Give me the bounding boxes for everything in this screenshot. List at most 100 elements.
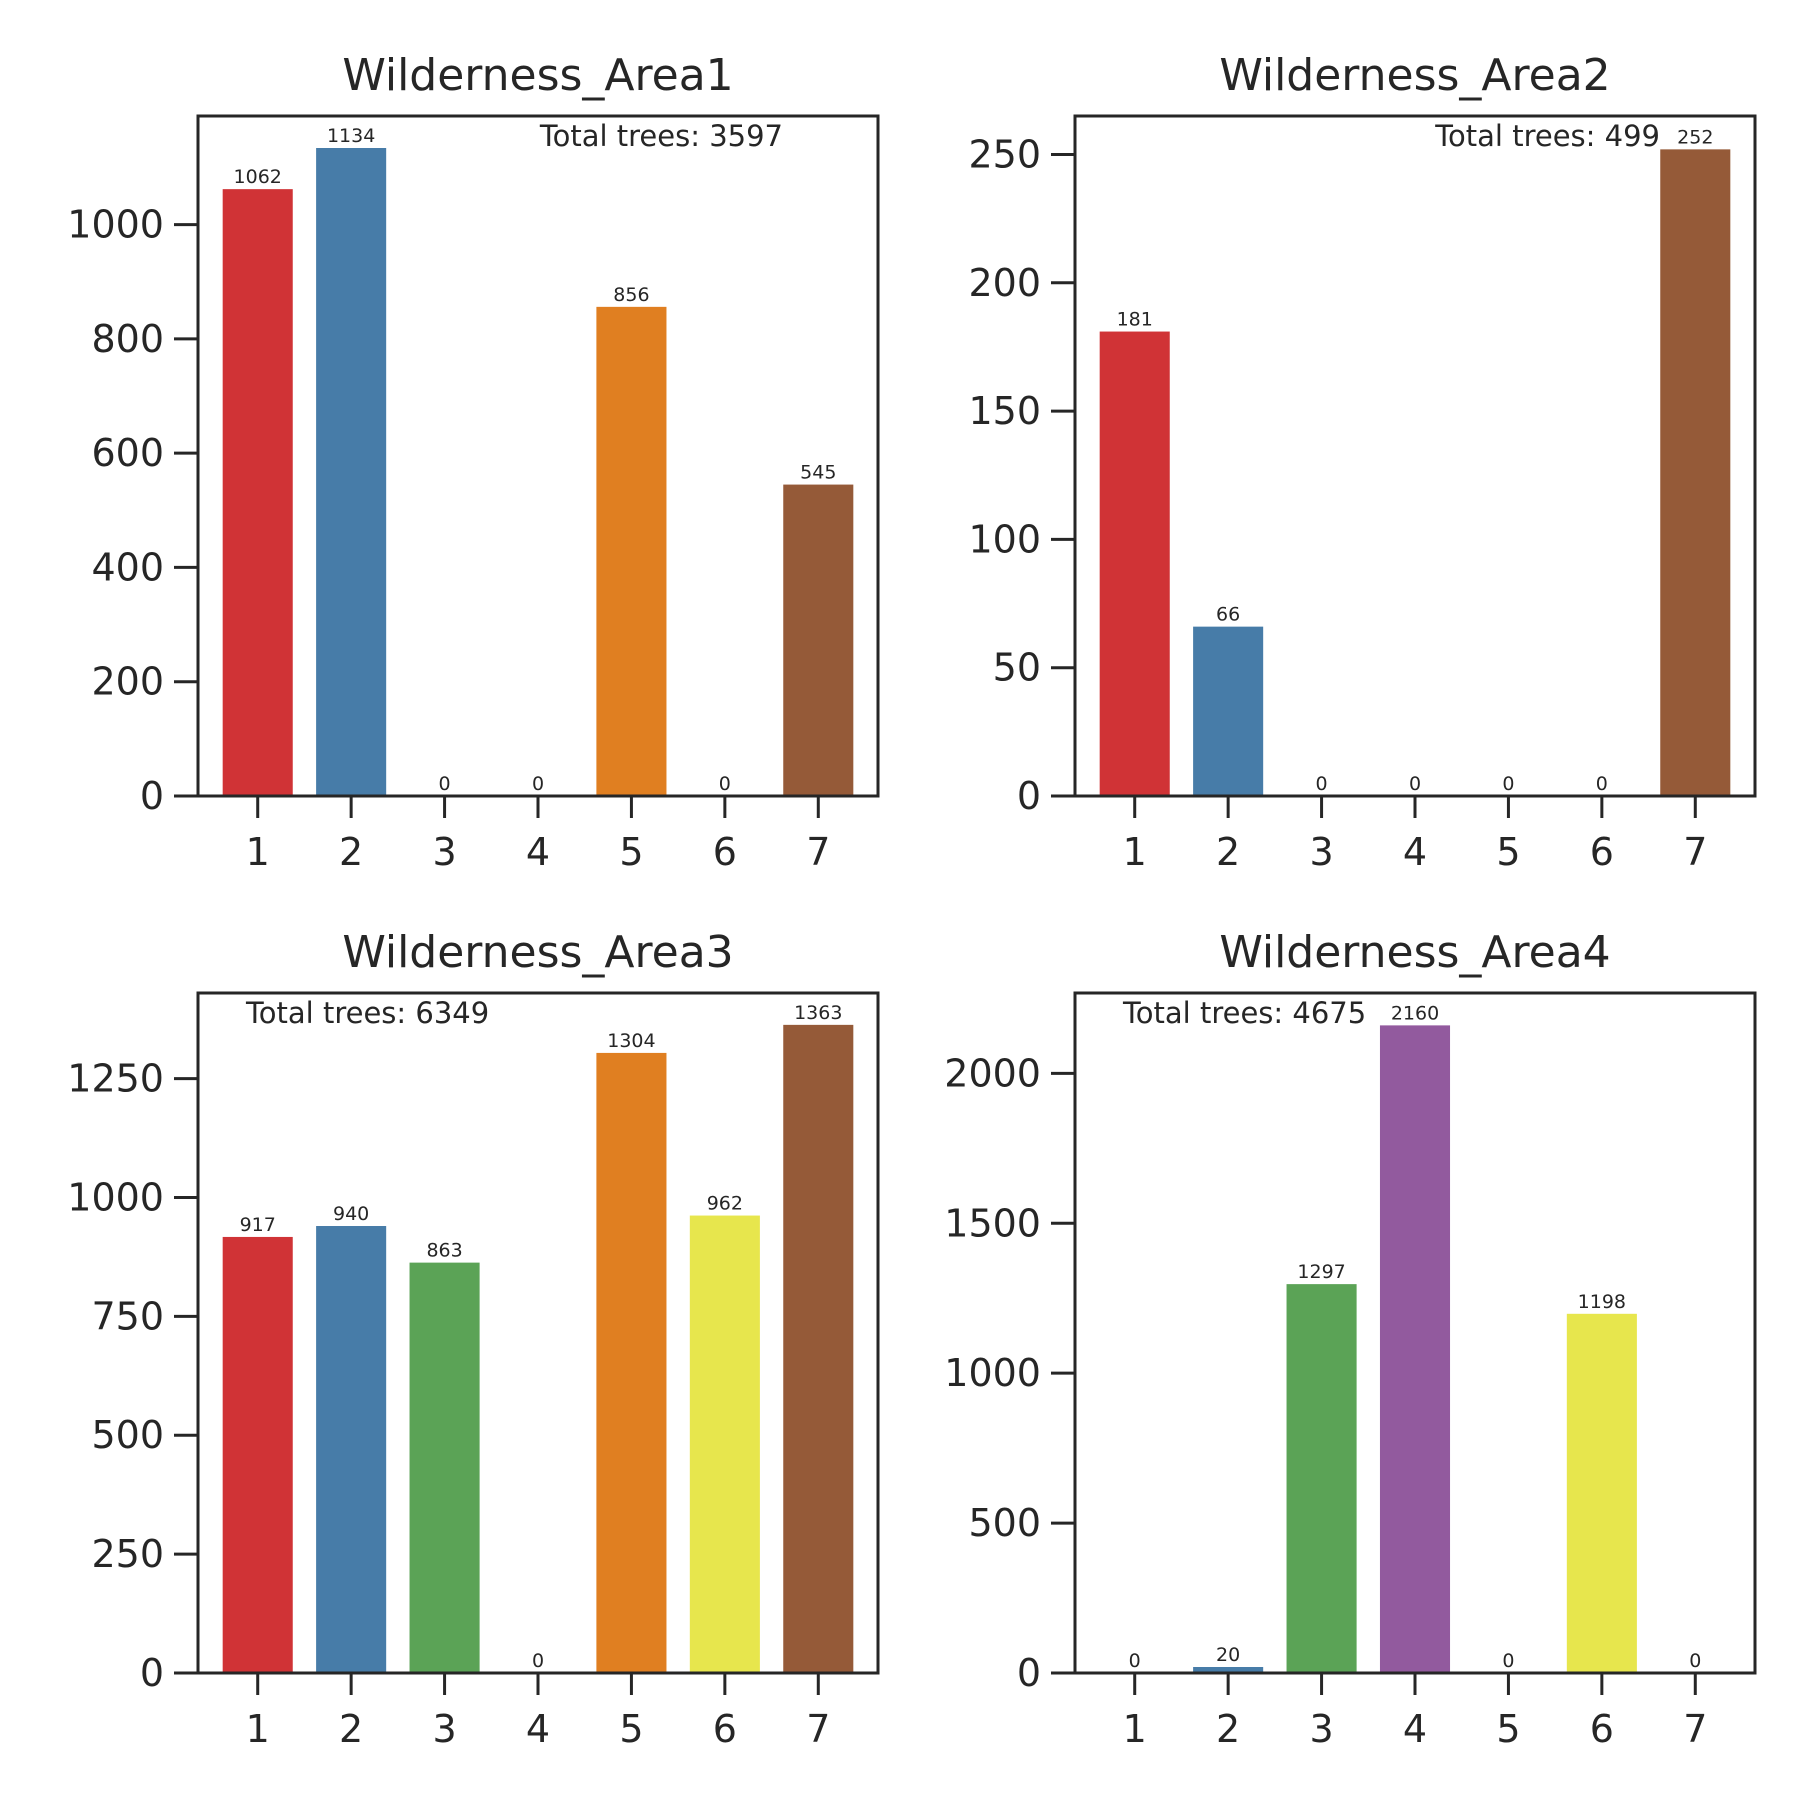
bar: [409, 1262, 480, 1673]
x-tick-label: 1: [246, 1707, 270, 1751]
y-tick-label: 250: [968, 132, 1041, 176]
y-tick-label: 500: [968, 1501, 1041, 1545]
bar: [316, 148, 387, 796]
bar: [689, 1215, 760, 1673]
x-tick-label: 5: [619, 830, 643, 874]
x-tick-label: 3: [432, 830, 456, 874]
x-tick-label: 5: [1496, 830, 1520, 874]
x-tick-label: 4: [1403, 1707, 1427, 1751]
x-tick-label: 4: [1403, 830, 1427, 874]
x-tick-label: 4: [526, 1707, 550, 1751]
x-tick-label: 6: [713, 830, 737, 874]
x-tick-label: 2: [339, 1707, 363, 1751]
bar-value-label: 2160: [1391, 1002, 1439, 1024]
x-tick-label: 3: [1309, 830, 1333, 874]
y-tick-label: 250: [91, 1532, 164, 1576]
x-tick-label: 6: [1590, 1707, 1614, 1751]
subplot-wilderness-area1: Wilderness_Area1 1062 1134 0 0 856 0 545 0 200 400…: [67, 50, 880, 874]
bar-value-label: 181: [1117, 309, 1153, 331]
y-tick-label: 1500: [944, 1201, 1041, 1245]
y-tick-label: 750: [91, 1294, 164, 1338]
bar: [1099, 331, 1170, 796]
bar-value-label: 545: [800, 462, 836, 484]
axes-frame: [196, 114, 880, 798]
bar-value-label: 856: [613, 284, 649, 306]
bar-value-label: 20: [1216, 1644, 1240, 1666]
y-tick-label: 0: [1017, 774, 1041, 818]
bar-value-label: 0: [1596, 773, 1608, 795]
x-tick-label: 2: [1216, 1707, 1240, 1751]
y-tick-label: 1000: [67, 1175, 164, 1219]
subplot-title: Wilderness_Area3: [342, 927, 733, 978]
x-tick-label: 3: [1309, 1707, 1333, 1751]
y-tick-label: 150: [968, 389, 1041, 433]
bar-value-label: 0: [1316, 773, 1328, 795]
y-tick-label: 600: [91, 431, 164, 475]
subplot-wilderness-area2: Wilderness_Area2 181 66 0 0 0 0 252 0 50 100 150 200…: [968, 50, 1757, 874]
bar: [1193, 626, 1264, 796]
y-tick-label: 0: [140, 1651, 164, 1695]
bar: [783, 484, 854, 796]
y-tick-label: 50: [993, 646, 1041, 690]
bar-value-label: 0: [532, 773, 544, 795]
bar-value-label: 0: [1409, 773, 1421, 795]
bar-value-label: 1304: [607, 1030, 655, 1052]
x-tick-label: 7: [806, 830, 830, 874]
x-tick-label: 6: [1590, 830, 1614, 874]
bar-value-label: 0: [1502, 773, 1514, 795]
x-tick-label: 6: [713, 1707, 737, 1751]
bar: [1660, 149, 1731, 796]
y-tick-label: 400: [91, 545, 164, 589]
bar-value-label: 0: [1129, 1650, 1141, 1672]
y-tick-label: 1250: [67, 1057, 164, 1101]
bar-value-label: 1062: [234, 166, 282, 188]
bar: [596, 1052, 667, 1673]
bar: [1379, 1025, 1451, 1673]
y-tick-label: 800: [91, 317, 164, 361]
bar-value-label: 0: [1502, 1650, 1514, 1672]
bar: [1286, 1284, 1357, 1673]
bar: [1566, 1313, 1637, 1673]
bar-value-label: 1134: [327, 125, 375, 147]
subplot-title: Wilderness_Area4: [1219, 927, 1610, 978]
bar-value-label: 252: [1677, 126, 1713, 148]
y-tick-label: 1000: [67, 203, 164, 247]
bar: [222, 1236, 293, 1673]
x-tick-label: 7: [1683, 830, 1707, 874]
bar-value-label: 940: [333, 1203, 369, 1225]
x-tick-label: 7: [806, 1707, 830, 1751]
bar: [222, 189, 293, 797]
bar-value-label: 1363: [794, 1002, 842, 1024]
bar: [316, 1226, 387, 1673]
x-tick-label: 2: [339, 830, 363, 874]
bar-value-label: 66: [1216, 604, 1240, 626]
y-tick-label: 100: [968, 517, 1041, 561]
x-tick-label: 4: [526, 830, 550, 874]
bar-value-label: 917: [240, 1214, 276, 1236]
subplot-title: Wilderness_Area1: [342, 50, 733, 101]
bar-value-label: 962: [707, 1193, 743, 1215]
total-trees-annotation: Total trees: 499: [1434, 119, 1660, 153]
y-tick-label: 0: [1017, 1651, 1041, 1695]
x-tick-label: 5: [619, 1707, 643, 1751]
total-trees-annotation: Total trees: 4675: [1122, 996, 1366, 1030]
x-tick-label: 7: [1683, 1707, 1707, 1751]
x-tick-label: 5: [1496, 1707, 1520, 1751]
bar-value-label: 0: [439, 773, 451, 795]
bar-value-label: 863: [426, 1240, 462, 1262]
bar-value-label: 0: [719, 773, 731, 795]
x-tick-label: 2: [1216, 830, 1240, 874]
y-tick-label: 500: [91, 1413, 164, 1457]
bar: [596, 306, 667, 796]
x-tick-label: 3: [432, 1707, 456, 1751]
total-trees-annotation: Total trees: 6349: [245, 996, 489, 1030]
subplot-wilderness-area4: Wilderness_Area4 0 20 1297 2160 0 1198 0 0 500 100…: [944, 927, 1757, 1751]
bar-value-label: 0: [1689, 1650, 1701, 1672]
bar-value-label: 1297: [1297, 1261, 1345, 1283]
y-tick-label: 200: [91, 660, 164, 704]
y-tick-label: 0: [140, 774, 164, 818]
subplot-title: Wilderness_Area2: [1219, 50, 1610, 101]
bar: [1193, 1667, 1264, 1673]
